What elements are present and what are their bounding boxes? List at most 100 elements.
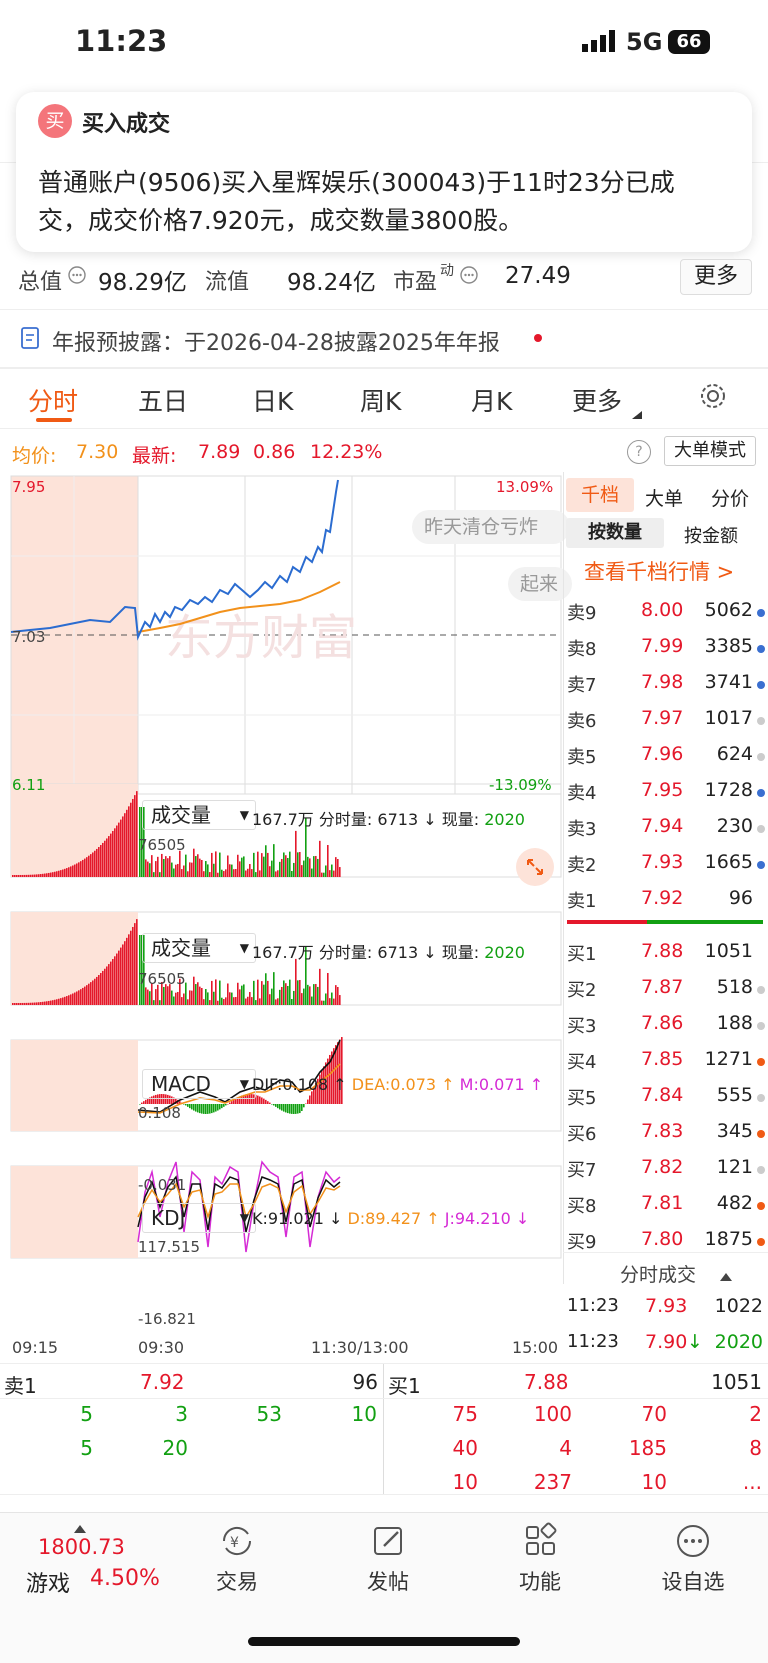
volume-bar xyxy=(255,1000,257,1005)
sector-name[interactable]: 游戏 xyxy=(26,1572,71,1597)
volume-bar xyxy=(106,966,108,1005)
functions-icon[interactable] xyxy=(522,1522,560,1564)
tab-thousand-level[interactable]: 千档 xyxy=(566,478,634,512)
tab-intraday[interactable]: 分时 xyxy=(28,387,79,416)
volume-bar xyxy=(267,852,269,877)
trade-volume: 2020 xyxy=(714,1331,763,1353)
volume-bar xyxy=(335,985,337,1005)
tab-big-order[interactable]: 大单 xyxy=(645,488,684,510)
tab-monthly-k[interactable]: 月K xyxy=(471,387,513,416)
tab-daily-k[interactable]: 日K xyxy=(252,387,294,416)
sell-level-row[interactable]: 卖5 7.96 624 xyxy=(563,740,768,770)
buy-level-row[interactable]: 买2 7.87 518 xyxy=(563,973,768,1003)
volume-bar xyxy=(50,872,52,877)
tab-weekly-k[interactable]: 周K xyxy=(360,387,402,416)
big-order-mode-button[interactable]: 大单模式 xyxy=(664,436,756,466)
indicator-select-volume[interactable]: 成交量 ▼ xyxy=(142,800,256,830)
settings-icon[interactable] xyxy=(698,381,728,415)
volume-bar xyxy=(46,1001,48,1005)
help-icon[interactable]: ? xyxy=(627,440,651,464)
macd-bar xyxy=(171,1096,173,1104)
sell-level-label: 卖9 xyxy=(567,603,597,624)
sell-level-row[interactable]: 卖8 7.99 3385 xyxy=(563,632,768,662)
indicator-select-volume-2[interactable]: 成交量 ▼ xyxy=(142,933,256,963)
svg-text:¥: ¥ xyxy=(230,1535,239,1551)
buy-level-row[interactable]: 买4 7.85 1271 xyxy=(563,1045,768,1075)
level-dot xyxy=(757,986,765,994)
announcement-link[interactable]: 年报预披露：于2026-04-28披露2025年年报 xyxy=(52,331,500,356)
volume-bar xyxy=(175,992,177,1005)
sell-level-row[interactable]: 卖9 8.00 5062 xyxy=(563,596,768,626)
sell-level-row[interactable]: 卖7 7.98 3741 xyxy=(563,668,768,698)
macd-bar xyxy=(147,1098,149,1104)
sector-index-value[interactable]: 1800.73 xyxy=(38,1535,125,1559)
sell-level-row[interactable]: 卖6 7.97 1017 xyxy=(563,704,768,734)
volume-bar xyxy=(18,874,20,877)
sell-level-volume: 5062 xyxy=(704,599,753,621)
macd-bar xyxy=(219,1104,221,1110)
macd-bar xyxy=(239,1096,241,1104)
volume-bar xyxy=(189,990,191,1005)
volume-bar xyxy=(329,998,331,1005)
macd-bar xyxy=(249,1094,251,1104)
volume-bar xyxy=(100,973,102,1005)
volume-bar xyxy=(171,990,173,1005)
buy-level-volume: 555 xyxy=(716,1084,753,1106)
volume-bar xyxy=(211,980,213,1005)
buy-level-label: 买4 xyxy=(567,1052,597,1073)
time-trades-title[interactable]: 分时成交 xyxy=(620,1264,697,1286)
buy-level-row[interactable]: 买1 7.88 1051 xyxy=(563,937,768,967)
buy-level-row[interactable]: 买7 7.82 121 xyxy=(563,1153,768,1183)
buy-level-row[interactable]: 买5 7.84 555 xyxy=(563,1081,768,1111)
buy-level-row[interactable]: 买3 7.86 188 xyxy=(563,1009,768,1039)
volume-bar xyxy=(86,985,88,1005)
macd-bar xyxy=(187,1104,189,1107)
view-thousand-level-link[interactable]: 查看千档行情 > xyxy=(584,560,735,584)
volume-bar xyxy=(114,828,116,877)
volume-bar xyxy=(147,861,149,877)
indicator-select-label: KDJ xyxy=(151,1206,186,1230)
sell-level-row[interactable]: 卖4 7.95 1728 xyxy=(563,776,768,806)
volume-bar xyxy=(333,998,335,1005)
trade-price: 7.93 xyxy=(645,1295,688,1317)
nav-post[interactable]: 发帖 xyxy=(367,1570,409,1594)
subtab-by-volume[interactable]: 按数量 xyxy=(566,518,664,548)
tab-more[interactable]: 更多 xyxy=(572,387,623,416)
tab-price-distribution[interactable]: 分价 xyxy=(711,488,750,510)
sell-level-row[interactable]: 卖3 7.94 230 xyxy=(563,812,768,842)
buy-level-row[interactable]: 买6 7.83 345 xyxy=(563,1117,768,1147)
volume-bar xyxy=(38,874,40,877)
danmaku-bubble: 昨天清仓亏炸 xyxy=(412,510,570,544)
more-button[interactable]: 更多 xyxy=(680,259,752,295)
trade-icon[interactable]: ¥ xyxy=(218,1522,256,1564)
volume-bar xyxy=(58,870,60,877)
watchlist-icon[interactable] xyxy=(674,1522,712,1564)
volume-bar xyxy=(108,836,110,877)
trade-notification[interactable]: 买 买入成交 普通账户(9506)买入星辉娱乐(300043)于11时23分已成… xyxy=(16,92,752,252)
volume-bar xyxy=(96,848,98,877)
nav-trade[interactable]: 交易 xyxy=(216,1570,258,1594)
indicator-select-macd[interactable]: MACD ▼ xyxy=(142,1069,256,1099)
pe-info-icon[interactable] xyxy=(460,266,478,288)
total-info-icon[interactable] xyxy=(68,266,86,288)
sell-level-row[interactable]: 卖1 7.92 96 xyxy=(563,884,768,914)
expand-icon[interactable] xyxy=(516,848,554,886)
volume-bar xyxy=(177,991,179,1005)
tab-five-day[interactable]: 五日 xyxy=(138,387,189,416)
indicator-select-kdj[interactable]: KDJ ▼ xyxy=(142,1203,256,1233)
sell-level-row[interactable]: 卖2 7.93 1665 xyxy=(563,848,768,878)
volume-bar xyxy=(261,981,263,1005)
buy-level-row[interactable]: 买9 7.80 1875 xyxy=(563,1225,768,1255)
chart-area[interactable]: 东方财富 xyxy=(0,472,563,1362)
nav-add-watchlist[interactable]: 设自选 xyxy=(661,1570,725,1594)
post-icon[interactable] xyxy=(370,1522,408,1564)
subtab-by-amount[interactable]: 按金额 xyxy=(684,526,738,547)
divider xyxy=(0,1398,768,1399)
macd-top-label: 0.108 xyxy=(138,1104,181,1122)
nav-functions[interactable]: 功能 xyxy=(519,1570,561,1594)
volume-bar xyxy=(329,870,331,877)
volume-bar xyxy=(157,984,159,1005)
volume-bar xyxy=(287,985,289,1005)
volume-bar xyxy=(58,998,60,1005)
buy-level-row[interactable]: 买8 7.81 482 xyxy=(563,1189,768,1219)
